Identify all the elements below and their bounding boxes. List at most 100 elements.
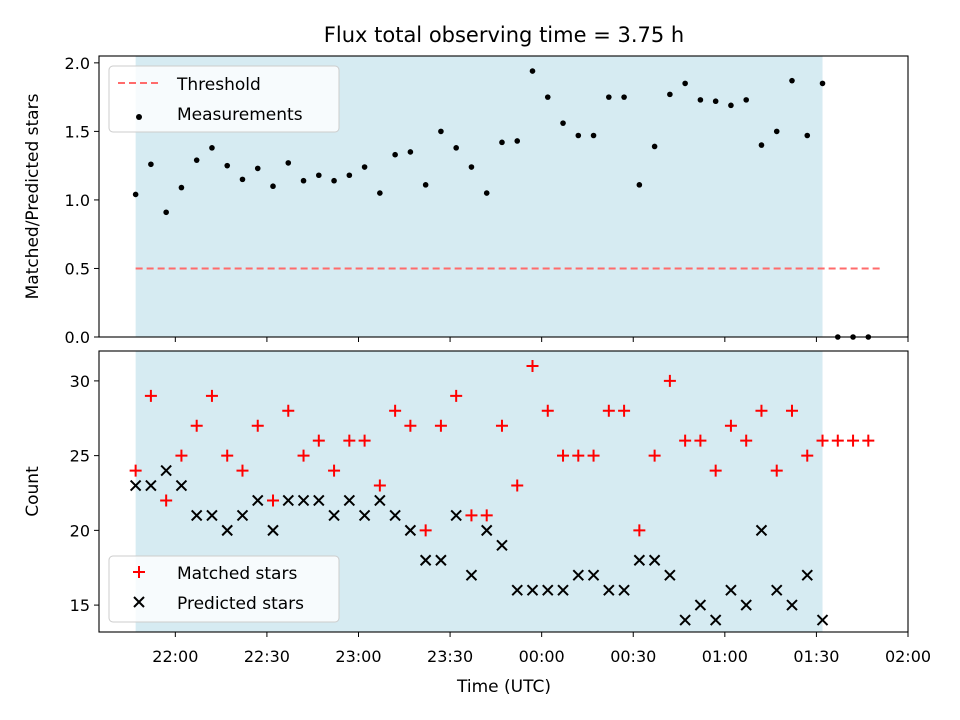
ratio-panel: 0.00.51.01.52.0 Matched/Predicted stars …: [23, 54, 909, 347]
x-tick-label: 22:30: [244, 647, 290, 666]
measurement-point: [377, 190, 383, 196]
matched-star-point: [144, 389, 157, 402]
matched-star-point: [847, 434, 860, 447]
measurement-point: [590, 132, 597, 139]
legend-measurement-swatch: [136, 114, 142, 120]
count-y-axis: 15 20 25 30: [70, 372, 99, 615]
count-legend: Matched stars Predicted stars: [108, 555, 340, 623]
predicted-star-point: [633, 554, 646, 566]
matched-star-point: [221, 449, 234, 462]
predicted-star-point: [740, 599, 752, 611]
measurement-point: [712, 98, 719, 105]
predicted-star-point: [648, 554, 661, 566]
y-tick-label: 25: [70, 447, 90, 466]
matched-star-point: [297, 449, 310, 462]
measurement-point: [728, 102, 734, 109]
measurement-point: [499, 139, 505, 146]
chart-title: Flux total observing time = 3.75 h: [324, 23, 684, 47]
matched-star-point: [663, 374, 676, 387]
matched-star-point: [831, 434, 844, 447]
predicted-star-point: [252, 494, 264, 507]
matched-star-point: [709, 464, 722, 477]
predicted-star-point: [313, 494, 325, 507]
y-tick-label: 0.5: [65, 259, 90, 278]
matched-star-point: [511, 479, 524, 492]
measurement-point: [178, 184, 185, 191]
matched-star-point: [557, 449, 570, 462]
measurement-point: [575, 132, 582, 139]
count-panel: 15 20 25 30 22:00 22:30 23:00 23:30 00:00 00:30 0…: [23, 350, 931, 697]
legend-box: [108, 555, 340, 623]
measurement-point: [163, 209, 169, 216]
measurement-point: [743, 97, 749, 103]
predicted-star-point: [771, 584, 783, 596]
measurement-point: [148, 161, 154, 168]
predicted-star-point: [343, 494, 356, 507]
matched-star-point: [587, 449, 600, 462]
measurement-point: [682, 80, 688, 87]
legend-predicted-swatch: [133, 596, 145, 608]
matched-star-point: [480, 509, 493, 522]
predicted-star-point: [618, 584, 630, 596]
matched-star-point: [450, 389, 463, 402]
matched-star-point: [495, 419, 508, 432]
measurement-point: [407, 149, 414, 155]
measurement-point: [453, 145, 459, 151]
matched-star-point: [160, 494, 173, 507]
matched-star-point: [602, 404, 615, 417]
measurement-point: [392, 151, 398, 158]
predicted-star-point: [572, 569, 585, 581]
matched-star-point: [816, 434, 829, 447]
matched-star-point: [648, 449, 661, 462]
matched-star-point: [328, 464, 341, 477]
measurement-point: [346, 172, 353, 179]
predicted-star-point: [481, 524, 493, 537]
matched-star-point: [267, 494, 280, 507]
matched-star-point: [312, 434, 325, 447]
count-y-label: Count: [23, 466, 43, 517]
measurement-point: [773, 128, 780, 135]
measurement-point: [331, 177, 337, 184]
predicted-star-point: [603, 584, 615, 596]
measurement-point: [544, 94, 551, 100]
predicted-star-point: [267, 524, 279, 537]
x-tick-label: 22:00: [152, 647, 198, 666]
measurement-point: [758, 142, 765, 148]
predicted-star-point: [725, 584, 737, 596]
predicted-star-point: [236, 509, 249, 522]
matched-star-point: [572, 449, 585, 462]
predicted-star-point: [389, 509, 401, 522]
predicted-star-point: [542, 584, 554, 596]
predicted-star-point: [145, 479, 157, 492]
x-tick-label: 00:30: [610, 647, 656, 666]
measurement-point: [316, 172, 322, 179]
y-tick-label: 15: [70, 596, 90, 615]
matched-star-point: [358, 434, 371, 447]
measurement-point: [239, 176, 246, 183]
y-tick-label: 2.0: [65, 54, 90, 73]
predicted-star-point: [786, 599, 798, 611]
x-tick-label: 01:00: [702, 647, 748, 666]
measurement-point: [819, 80, 826, 87]
matched-star-point: [373, 479, 386, 492]
measurement-point: [529, 68, 536, 74]
legend-measurement-label: Measurements: [177, 105, 303, 125]
legend-matched-label: Matched stars: [177, 564, 297, 584]
predicted-star-point: [374, 494, 386, 507]
y-tick-label: 20: [70, 521, 90, 540]
predicted-star-point: [801, 569, 813, 581]
predicted-star-point: [221, 524, 233, 537]
x-tick-label: 23:30: [427, 647, 473, 666]
predicted-star-point: [129, 479, 142, 492]
matched-star-point: [190, 419, 203, 432]
time-x-axis: 22:00 22:30 23:00 23:30 00:00 00:30 01:00 01:30…: [152, 632, 931, 666]
predicted-star-point: [190, 509, 203, 522]
predicted-star-points: [129, 464, 829, 626]
predicted-star-point: [496, 539, 508, 552]
legend-threshold-label: Threshold: [176, 75, 261, 95]
matched-star-points: [129, 359, 875, 537]
measurement-point: [132, 191, 139, 198]
matched-star-point: [526, 359, 539, 372]
matched-star-point: [694, 434, 707, 447]
